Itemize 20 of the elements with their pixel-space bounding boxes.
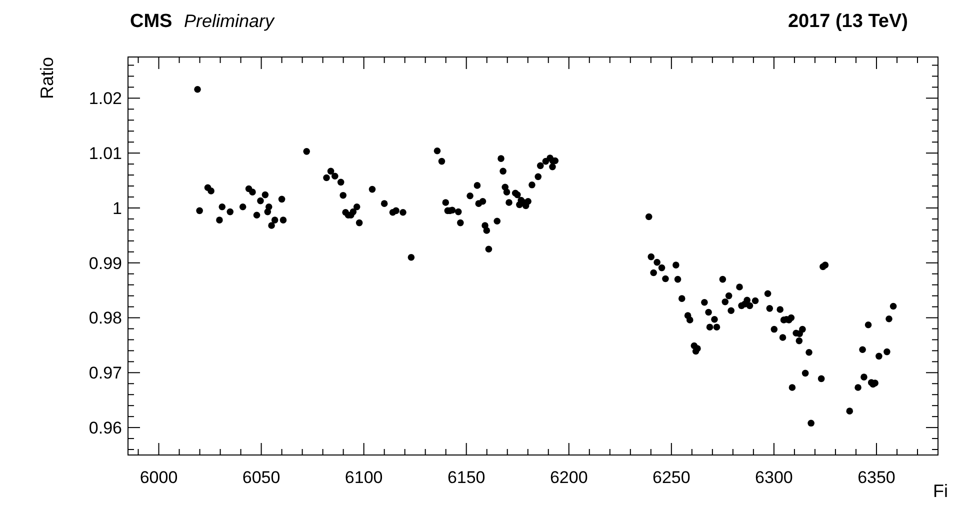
y-axis-title: Ratio: [37, 57, 57, 100]
chart-title: CMS: [130, 11, 172, 32]
x-tick-label: 6300: [755, 468, 793, 487]
chart-subtitle: Preliminary: [184, 11, 276, 31]
x-tick-label: 6350: [858, 468, 896, 487]
y-tick-label: 1: [112, 198, 122, 218]
x-tick-label: 6100: [344, 468, 383, 487]
y-tick-label: 0.98: [88, 308, 122, 328]
x-tick-label: 6000: [140, 468, 178, 487]
text: 2017 (13 TeV): [788, 11, 908, 32]
x-tick-label: 6050: [242, 468, 280, 487]
y-tick-label: 0.99: [88, 254, 122, 273]
y-tick-label: 0.96: [88, 418, 122, 438]
y-tick-label: 1.01: [88, 144, 122, 164]
y-tick-label: 0.97: [88, 364, 122, 383]
x-tick-label: 6200: [550, 468, 588, 487]
x-tick-label: 6250: [652, 468, 690, 487]
x-axis-title: Fi: [933, 481, 948, 501]
x-tick-label: 6150: [447, 468, 486, 487]
y-tick-label: 1.02: [88, 89, 122, 108]
